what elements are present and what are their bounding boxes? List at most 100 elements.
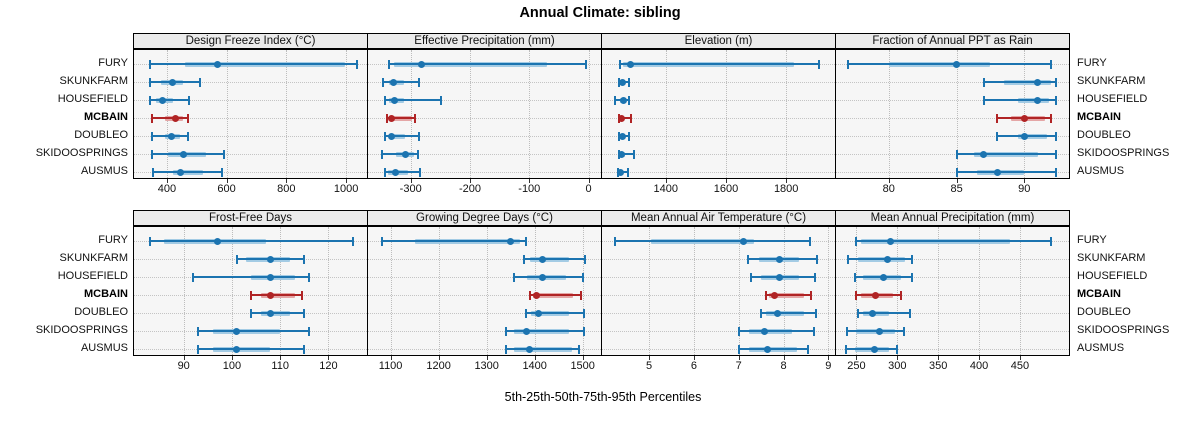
whisker-5-95 — [151, 117, 188, 119]
axis-tick — [410, 179, 412, 183]
axis-tick — [828, 356, 830, 360]
axis-tick — [438, 356, 440, 360]
gridline-horizontal — [368, 154, 601, 155]
cap-95th — [308, 326, 311, 336]
site-label-right-housefield: HOUSEFIELD — [1077, 93, 1148, 105]
whisker-5-95 — [750, 276, 815, 278]
axis-tick-label: 120 — [319, 360, 338, 372]
cap-95th — [198, 77, 201, 87]
gridline-vertical — [470, 50, 471, 178]
cap-5th — [384, 131, 387, 141]
median-dot — [539, 255, 547, 263]
gridline-horizontal — [602, 100, 835, 101]
cap-5th — [504, 344, 507, 354]
x-axis-title: 5th-25th-50th-75th-95th Percentiles — [504, 390, 702, 404]
gridline-horizontal — [836, 331, 1069, 332]
whisker-5-95 — [858, 312, 910, 314]
cap-95th — [351, 236, 354, 246]
cap-5th — [855, 236, 858, 246]
whisker-5-95 — [529, 294, 582, 296]
axis-tick — [693, 356, 695, 360]
gridline-vertical — [938, 227, 940, 355]
cap-5th — [619, 59, 622, 69]
site-label-left-ausmus: AUSMUS — [80, 165, 128, 177]
whisker-5-95 — [387, 117, 416, 119]
cap-5th — [512, 272, 515, 282]
median-dot — [879, 273, 887, 281]
cap-95th — [1050, 236, 1052, 246]
gridline-vertical — [956, 50, 958, 178]
gridline-vertical — [828, 227, 830, 355]
median-dot — [522, 327, 530, 335]
cap-5th — [381, 77, 384, 87]
axis-tick — [649, 356, 650, 360]
median-dot — [626, 60, 634, 68]
site-label-right-housefield: HOUSEFIELD — [1077, 270, 1148, 282]
cap-5th — [525, 308, 528, 318]
gridline-vertical — [534, 227, 536, 355]
site-label-right-skunkfarm: SKUNKFARM — [1077, 75, 1146, 87]
cap-5th — [857, 308, 860, 318]
axis-tick-label: 1200 — [426, 360, 451, 372]
median-dot — [167, 132, 175, 140]
axis-tick-label: 300 — [888, 360, 907, 372]
axis-tick — [328, 356, 330, 360]
whisker-5-95 — [153, 171, 223, 173]
whisker-5-95 — [765, 294, 812, 296]
gridline-horizontal — [368, 295, 601, 296]
gridline-horizontal — [602, 82, 835, 83]
cap-5th — [152, 167, 155, 177]
axis-tick-label: 9 — [825, 360, 832, 372]
gridline-horizontal — [602, 349, 835, 350]
axis-tick-label: 1400 — [522, 360, 547, 372]
cap-95th — [188, 95, 191, 105]
whisker-5-95 — [150, 63, 357, 65]
cap-5th — [982, 95, 985, 105]
axis-tick-label: 100 — [222, 360, 242, 372]
whisker-5-95 — [618, 117, 632, 119]
axis-tick-label: 250 — [847, 360, 866, 372]
cap-5th — [764, 290, 767, 300]
cap-95th — [809, 236, 812, 246]
cap-5th — [149, 59, 152, 69]
axis-tick-label: 0 — [585, 183, 592, 195]
median-dot — [619, 78, 626, 86]
cap-95th — [303, 344, 306, 354]
site-label-left-doubleo: DOUBLEO — [74, 129, 128, 141]
cap-5th — [250, 290, 253, 300]
cap-5th — [855, 290, 858, 300]
cap-95th — [300, 290, 303, 300]
cap-95th — [1054, 167, 1057, 177]
panel-frost-free-days — [133, 226, 368, 356]
whisker-5-95 — [251, 294, 302, 296]
whisker-5-95 — [151, 153, 224, 155]
gridline-horizontal — [602, 295, 835, 296]
gridline-vertical — [738, 227, 740, 355]
median-dot — [875, 327, 883, 335]
whisker-5-95 — [384, 99, 441, 101]
whisker-5-95 — [856, 240, 1051, 242]
site-label-right-mcbain: MCBAIN — [1077, 111, 1121, 123]
gridline-horizontal — [836, 349, 1069, 350]
gridline-horizontal — [134, 118, 367, 119]
axis-tick — [486, 356, 488, 360]
gridline-vertical — [1024, 50, 1026, 178]
panel-strip-mean-annual-air-temperature-c: Mean Annual Air Temperature (°C) — [601, 210, 836, 226]
axis-tick — [786, 179, 788, 183]
median-dot — [172, 114, 180, 122]
whisker-5-95 — [389, 63, 586, 65]
whisker-5-95 — [846, 330, 904, 332]
median-dot — [1020, 132, 1028, 140]
gridline-vertical — [486, 227, 488, 355]
whisker-5-95 — [381, 240, 526, 242]
gridline-horizontal — [134, 172, 367, 173]
cap-95th — [628, 95, 631, 105]
axis-tick-label: 8 — [780, 360, 787, 372]
cap-5th — [149, 77, 152, 87]
cap-5th — [250, 308, 253, 318]
cap-95th — [414, 113, 417, 123]
gridline-horizontal — [602, 313, 835, 314]
cap-95th — [911, 272, 913, 282]
whisker-5-95 — [620, 63, 819, 65]
